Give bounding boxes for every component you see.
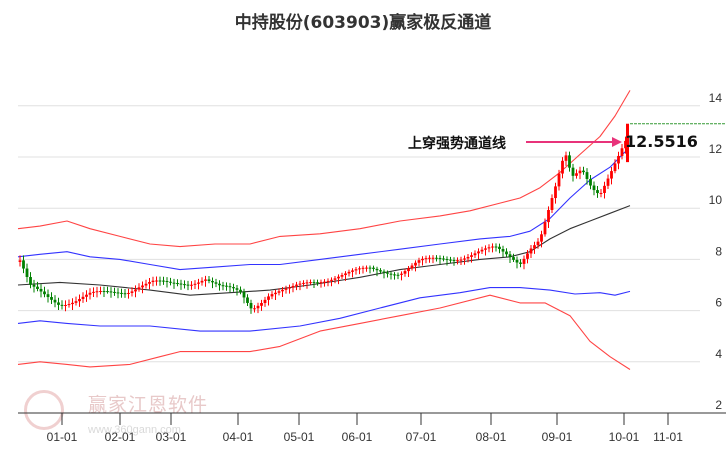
y-tick-label: 6: [715, 296, 722, 310]
watermark-text: 赢家江恩软件: [88, 394, 209, 416]
annotation-arrow: [526, 123, 726, 147]
gridlines: [18, 105, 700, 363]
inner_lower-line: [17, 287, 631, 332]
y-tick-label: 4: [715, 347, 722, 361]
outer_upper-line: [17, 90, 631, 248]
x-tick-label: 09-01: [542, 430, 573, 444]
x-tick-label: 02-01: [105, 430, 136, 444]
chart-title: 中持股份(603903)赢家极反通道: [234, 13, 492, 33]
mid-line: [17, 205, 631, 296]
inner_upper-line: [17, 151, 626, 271]
x-tick-label: 05-01: [284, 430, 315, 444]
y-tick-label: 2: [715, 398, 722, 412]
y-tick-label: 8: [715, 244, 722, 258]
annotation-label: 上穿强势通道线: [408, 136, 506, 152]
x-tick-label: 11-01: [653, 430, 683, 444]
y-tick-label: 10: [709, 193, 723, 207]
candlesticks: [18, 123, 629, 314]
y-tick-label: 14: [709, 91, 723, 105]
annotation-value: 12.5516: [625, 132, 698, 151]
x-tick-label: 06-01: [342, 430, 373, 444]
watermark-logo-icon: [24, 390, 64, 430]
y-axis: 2 4 6 8 10 12 14: [709, 91, 723, 412]
x-axis: 01-01 02-01 03-01 04-01 05-01 06-01 07-01 08-01…: [18, 412, 726, 444]
y-tick-label: 12: [709, 142, 723, 156]
x-tick-label: 10-01: [609, 430, 640, 444]
channel-lines: [17, 90, 631, 370]
outer_lower-line: [17, 294, 631, 370]
x-tick-label: 07-01: [406, 430, 437, 444]
x-tick-label: 04-01: [223, 430, 254, 444]
x-tick-label: 03-01: [156, 430, 187, 444]
x-tick-label: 08-01: [476, 430, 507, 444]
x-tick-label: 01-01: [47, 430, 78, 444]
watermark-url: www.360gann.com: [88, 424, 181, 436]
